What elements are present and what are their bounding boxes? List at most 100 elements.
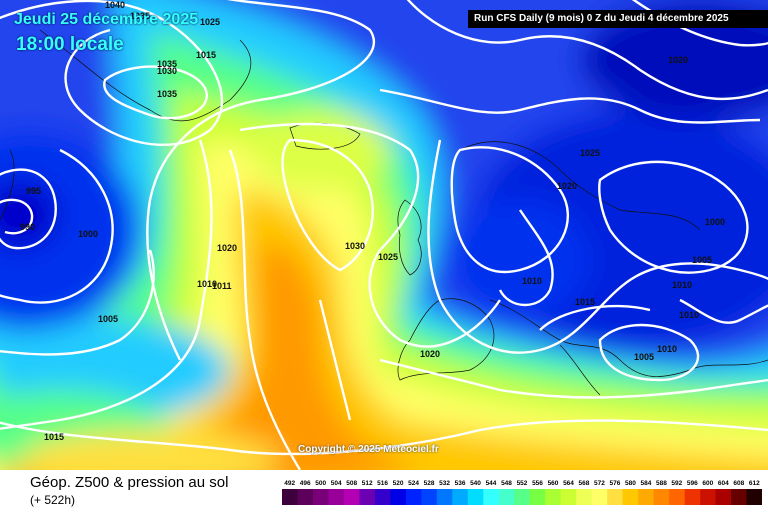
- isobars: [0, 0, 768, 470]
- pressure-label: 1025: [378, 252, 398, 262]
- scale-swatch: [343, 489, 360, 505]
- pressure-label: 1035: [157, 59, 177, 69]
- scale-swatch: [576, 489, 592, 505]
- pressure-label: 1010: [672, 280, 692, 290]
- pressure-label: 1040: [105, 0, 125, 10]
- pressure-label: 1020: [557, 181, 577, 191]
- pressure-label: 1000: [705, 217, 725, 227]
- pressure-label: 1035: [157, 89, 177, 99]
- scale-tick-label: 512: [362, 480, 373, 487]
- scale-tick-label: 604: [718, 480, 729, 487]
- scale-swatch: [297, 489, 314, 505]
- pressure-label: 1020: [217, 243, 237, 253]
- pressure-label: 995: [26, 186, 41, 196]
- scale-tick-label: 492: [284, 480, 295, 487]
- geopotential-field: [0, 0, 768, 470]
- pressure-label: 1020: [420, 349, 440, 359]
- scale-tick-label: 596: [687, 480, 698, 487]
- scale-tick-label: 572: [594, 480, 605, 487]
- scale-tick-label: 592: [671, 480, 682, 487]
- scale-swatch: [746, 489, 762, 505]
- pressure-label: 1020: [668, 55, 688, 65]
- scale-swatch: [467, 489, 484, 505]
- field-title: Géop. Z500 & pression au sol: [30, 474, 229, 491]
- scale-swatch: [452, 489, 469, 505]
- scale-tick-label: 532: [439, 480, 450, 487]
- scale-tick-label: 584: [640, 480, 651, 487]
- scale-swatch: [436, 489, 453, 505]
- pressure-label: 1005: [634, 352, 654, 362]
- scale-tick-label: 576: [609, 480, 620, 487]
- pressure-label: 1010: [657, 344, 677, 354]
- scale-tick-label: 508: [346, 480, 357, 487]
- pressure-label: 1035: [130, 11, 150, 21]
- scale-swatch: [405, 489, 422, 505]
- pressure-label: 1000: [78, 229, 98, 239]
- scale-tick-label: 524: [408, 480, 419, 487]
- scale-swatch: [483, 489, 500, 505]
- forecast-date-title: Jeudi 25 décembre 2025: [14, 11, 199, 28]
- scale-swatch: [638, 489, 654, 505]
- scale-swatch: [374, 489, 391, 505]
- scale-swatch: [700, 489, 716, 505]
- pressure-label: 1025: [580, 148, 600, 158]
- lead-time: (+ 522h): [30, 493, 76, 507]
- scale-tick-label: 580: [625, 480, 636, 487]
- pressure-label: 1011: [212, 281, 232, 291]
- scale-swatch: [653, 489, 670, 505]
- scale-swatch: [282, 489, 298, 505]
- scale-swatch: [514, 489, 531, 505]
- scale-tick-label: 528: [424, 480, 435, 487]
- pressure-label: 1010: [679, 310, 699, 320]
- pressure-label: 1015: [196, 50, 216, 60]
- model-run-info: Run CFS Daily (9 mois) 0 Z du Jeudi 4 dé…: [468, 10, 768, 28]
- pressure-label: 1025: [200, 17, 220, 27]
- pressure-labels: 1040 1035 1025 1035 1030 1015 1035 995 9…: [20, 0, 725, 442]
- scale-swatch: [669, 489, 685, 505]
- scale-swatch: [684, 489, 701, 505]
- scale-tick-label: 520: [393, 480, 404, 487]
- scale-swatch: [359, 489, 376, 505]
- scale-tick-label: 496: [300, 480, 311, 487]
- scale-tick-label: 552: [517, 480, 528, 487]
- scale-swatch: [328, 489, 345, 505]
- scale-swatch: [545, 489, 561, 505]
- color-scale: 492 496 500 504 508 512 516 520 524 528 532 536 540 5…: [282, 480, 762, 505]
- scale-tick-label: 588: [656, 480, 667, 487]
- pressure-label: 1005: [692, 255, 712, 265]
- scale-tick-label: 612: [749, 480, 760, 487]
- coastlines: [0, 29, 768, 396]
- pressure-label: 1010: [197, 279, 217, 289]
- scale-swatch: [390, 489, 407, 505]
- scale-tick-label: 568: [578, 480, 589, 487]
- scale-tick-label: 544: [486, 480, 497, 487]
- scale-tick-label: 560: [548, 480, 559, 487]
- pressure-label: 1030: [157, 66, 177, 76]
- scale-swatch: [421, 489, 438, 505]
- copyright-notice: Copyright © 2025 Meteociel.fr: [298, 444, 439, 455]
- scale-tick-label: 564: [563, 480, 574, 487]
- scale-swatch: [731, 489, 747, 505]
- pressure-label: 1030: [345, 241, 365, 251]
- pressure-label: 1015: [44, 432, 64, 442]
- scale-tick-label: 548: [501, 480, 512, 487]
- scale-swatch: [313, 489, 329, 505]
- scale-tick-label: 504: [331, 480, 342, 487]
- pressure-label: 990: [20, 222, 35, 232]
- weather-map: 1040 1035 1025 1035 1030 1015 1035 995 9…: [0, 0, 768, 470]
- scale-swatch: [622, 489, 639, 505]
- scale-swatch: [560, 489, 577, 505]
- scale-tick-label: 500: [315, 480, 326, 487]
- scale-swatch: [607, 489, 623, 505]
- scale-swatch: [591, 489, 608, 505]
- scale-swatch: [529, 489, 546, 505]
- scale-swatch: [498, 489, 515, 505]
- scale-tick-label: 608: [733, 480, 744, 487]
- scale-tick-label: 556: [532, 480, 543, 487]
- pressure-label: 1010: [522, 276, 542, 286]
- scale-tick-label: 516: [377, 480, 388, 487]
- scale-tick-label: 536: [455, 480, 466, 487]
- pressure-label: 1005: [98, 314, 118, 324]
- scale-tick-label: 600: [702, 480, 713, 487]
